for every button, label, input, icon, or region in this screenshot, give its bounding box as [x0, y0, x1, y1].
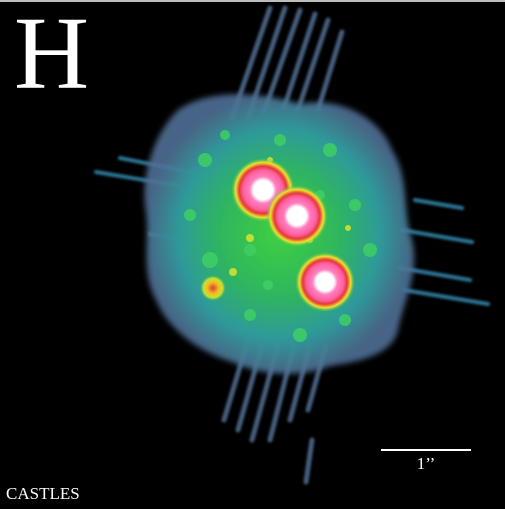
credit-label: CASTLES — [6, 484, 80, 503]
scale-bar — [381, 449, 471, 451]
band-label: H — [14, 0, 90, 111]
halo-speckles — [184, 130, 377, 342]
lensing-galaxy-knot — [200, 275, 226, 301]
scale-bar-label: 1’’ — [416, 454, 436, 473]
quasar-image-3 — [295, 252, 355, 312]
top-border — [0, 0, 505, 2]
quasar-image-2 — [266, 185, 328, 247]
